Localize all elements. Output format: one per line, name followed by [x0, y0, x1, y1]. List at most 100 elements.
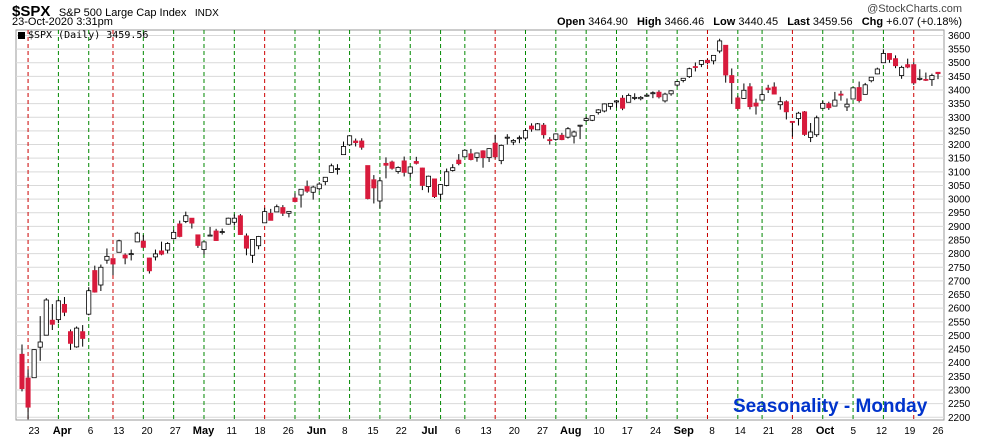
- chg-label: Chg: [861, 16, 884, 28]
- candle-body: [249, 239, 256, 256]
- x-tick-label: May: [193, 425, 215, 437]
- candle-body: [468, 153, 474, 160]
- candle-body: [880, 53, 886, 64]
- candle-body: [292, 197, 298, 202]
- symbol-exchange: INDX: [194, 8, 219, 19]
- candle-body: [911, 64, 917, 84]
- x-tick-label: Aug: [560, 425, 581, 437]
- candle-body: [504, 136, 510, 139]
- candle-body: [219, 231, 225, 233]
- x-tick-label: 6: [455, 426, 461, 437]
- candle-body: [735, 97, 741, 109]
- x-tick-label: Apr: [53, 425, 73, 437]
- candle-body: [874, 68, 880, 75]
- x-tick-label: 22: [396, 426, 408, 437]
- candle-body: [274, 206, 280, 213]
- candle-body: [905, 64, 911, 68]
- candle-body: [25, 377, 31, 408]
- candle-body: [243, 235, 249, 249]
- candle-body: [280, 207, 286, 214]
- y-tick-label: 2400: [948, 358, 971, 369]
- candle-body: [462, 149, 468, 158]
- candle-body: [814, 117, 820, 136]
- x-tick-label: Oct: [816, 425, 835, 437]
- plot-area: [15, 29, 945, 421]
- candle-body: [237, 215, 243, 235]
- candle-body: [717, 40, 723, 52]
- candle-body: [231, 217, 237, 223]
- candle-body: [510, 140, 516, 143]
- y-tick-label: 3550: [948, 45, 971, 56]
- candle-body: [789, 120, 795, 123]
- chart-datetime: 23-Oct-2020 3:31pm: [12, 16, 113, 28]
- candle-body: [456, 159, 462, 165]
- candle-body: [486, 148, 492, 159]
- candle-body: [431, 178, 438, 198]
- candle-body: [844, 103, 850, 108]
- candle-body: [256, 236, 262, 247]
- y-tick-label: 3400: [948, 86, 971, 97]
- candle-body: [98, 266, 104, 286]
- candle-body: [286, 210, 292, 214]
- x-tick-label: 14: [735, 426, 747, 437]
- candle-body: [395, 167, 401, 172]
- candle-body: [541, 124, 547, 136]
- candle-body: [207, 234, 213, 237]
- y-tick-label: 3200: [948, 140, 971, 151]
- candle-body: [383, 162, 389, 166]
- series-legend: $SPX (Daily) 3459.56: [18, 30, 148, 41]
- last-label: Last: [787, 16, 810, 28]
- candle-body: [522, 130, 529, 139]
- x-tick-label: 28: [791, 426, 803, 437]
- high-value: 3466.46: [664, 16, 705, 28]
- candle-body: [917, 77, 923, 80]
- candle-body: [492, 142, 498, 158]
- chg-value: +6.07 (+0.18%): [886, 16, 962, 28]
- x-tick-label: 21: [763, 426, 775, 437]
- candle-body: [553, 133, 559, 140]
- seasonality-annotation: Seasonality - Monday: [733, 396, 928, 417]
- candle-body: [753, 102, 759, 107]
- y-tick-label: 3500: [948, 58, 971, 69]
- candle-body: [589, 115, 595, 121]
- candle-body: [498, 144, 504, 162]
- candle-body: [146, 257, 152, 272]
- open-value: 3464.90: [588, 16, 628, 28]
- candle-body: [140, 240, 146, 248]
- y-tick-label: 2450: [948, 345, 971, 356]
- candle-body: [365, 165, 371, 199]
- candle-body: [450, 167, 456, 171]
- candle-body: [401, 160, 407, 173]
- candle-body: [929, 75, 935, 81]
- high-label: High: [636, 16, 662, 28]
- candle-body: [189, 217, 195, 224]
- candle-body: [747, 86, 753, 108]
- y-tick-label: 2950: [948, 208, 971, 219]
- candle-body: [662, 93, 668, 102]
- x-tick-label: 27: [170, 426, 182, 437]
- candle-body: [171, 231, 177, 240]
- candle-body: [359, 140, 365, 148]
- candle-body: [632, 96, 638, 99]
- x-tick-label: 19: [904, 426, 916, 437]
- candle-body: [201, 241, 207, 250]
- candle-body: [698, 60, 704, 65]
- y-tick-label: 3300: [948, 113, 971, 124]
- candle-body: [19, 353, 25, 390]
- low-value: 3440.45: [738, 16, 779, 28]
- candle-body: [128, 253, 134, 256]
- y-tick-label: 2300: [948, 386, 971, 397]
- x-tick-label: 10: [593, 426, 605, 437]
- candle-body: [407, 166, 413, 174]
- candle-body: [935, 71, 941, 75]
- x-tick-label: 26: [932, 426, 944, 437]
- candle-body: [795, 112, 801, 120]
- y-tick-label: 3450: [948, 72, 971, 83]
- candle-body: [711, 54, 717, 62]
- candle-body: [729, 75, 735, 84]
- candle-body: [371, 179, 377, 189]
- y-tick-label: 3600: [948, 31, 971, 42]
- x-tick-label: 23: [28, 426, 40, 437]
- quote-summary: Open 3464.90 High 3466.46 Low 3440.45 La…: [557, 16, 962, 28]
